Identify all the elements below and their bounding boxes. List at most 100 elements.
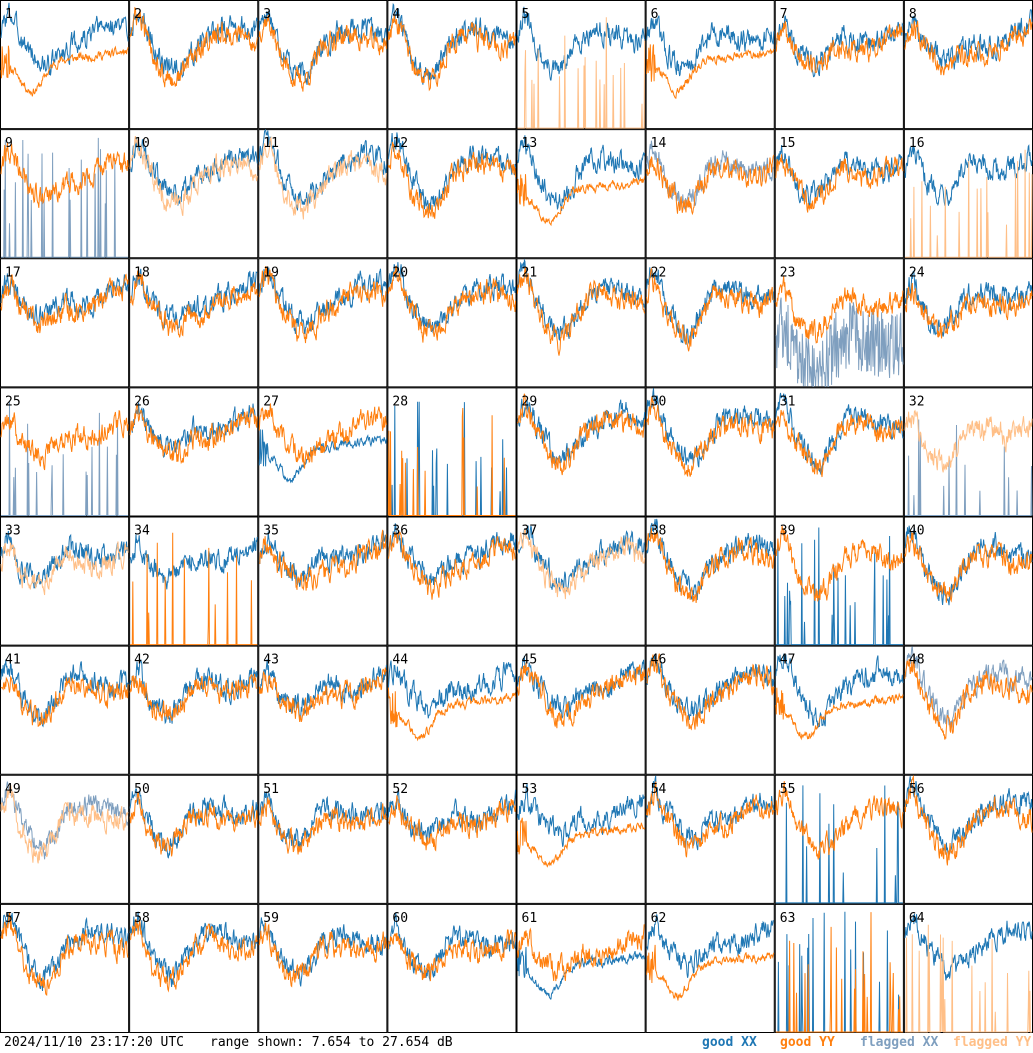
panel-12: 12: [387, 129, 517, 259]
panel-31: 31: [774, 387, 904, 517]
series-xx-58: [129, 911, 258, 988]
panel-label-3: 3: [263, 7, 271, 22]
series-yy-45: [517, 662, 646, 729]
panel-62: 62: [645, 903, 775, 1033]
panel-label-14: 14: [651, 136, 667, 151]
panel-1: 1: [0, 0, 130, 130]
panel-label-23: 23: [780, 265, 796, 280]
panel-10: 10: [129, 129, 259, 259]
panel-label-29: 29: [522, 394, 538, 409]
panel-frame-45: [516, 645, 646, 775]
panel-26: 26: [129, 387, 259, 517]
series-yy-23: [775, 275, 904, 344]
series-yy-14: [646, 154, 775, 216]
panel-8: 8: [903, 0, 1033, 130]
series-yy-18: [129, 270, 258, 338]
panel-label-20: 20: [392, 265, 408, 280]
series-yy-31: [775, 409, 904, 478]
panel-label-47: 47: [780, 653, 796, 668]
panel-39: 39: [774, 516, 904, 646]
series-yy-59: [258, 922, 387, 988]
panel-label-5: 5: [522, 7, 530, 22]
panel-frame-17: [0, 258, 130, 388]
panel-label-16: 16: [909, 136, 925, 151]
series-xx-53: [517, 783, 645, 847]
panel-label-54: 54: [651, 782, 667, 797]
panel-frame-19: [258, 258, 388, 388]
series-yy-16: [904, 149, 1033, 258]
series-yy-55: [775, 781, 904, 860]
series-yy-30: [646, 396, 775, 477]
panel-label-42: 42: [134, 653, 150, 668]
panel-label-34: 34: [134, 524, 150, 539]
panel-label-53: 53: [522, 782, 538, 797]
panel-37: 37: [516, 516, 646, 646]
series-xx-10: [129, 137, 258, 206]
panel-63: 63: [774, 903, 904, 1033]
series-yy-57: [0, 912, 129, 996]
panel-4: 4: [387, 0, 517, 130]
panel-label-17: 17: [5, 265, 21, 280]
panel-46: 46: [645, 645, 775, 775]
panel-label-46: 46: [651, 653, 667, 668]
panel-label-45: 45: [522, 653, 538, 668]
panel-27: 27: [258, 387, 388, 517]
series-yy-44: [387, 687, 516, 742]
panel-label-58: 58: [134, 911, 150, 926]
panel-label-48: 48: [909, 653, 925, 668]
panel-label-32: 32: [909, 394, 925, 409]
panel-61: 61: [516, 903, 646, 1033]
panel-7: 7: [774, 0, 904, 130]
series-xx-8: [904, 8, 1033, 70]
panel-label-18: 18: [134, 265, 150, 280]
panel-13: 13: [516, 129, 646, 259]
range-shown: range shown: 7.654 to 27.654 dB: [210, 1035, 453, 1050]
panel-43: 43: [258, 645, 388, 775]
panel-frame-30: [645, 387, 775, 517]
panel-frame-35: [258, 516, 388, 646]
panel-55: 55: [774, 774, 904, 904]
panel-label-62: 62: [651, 911, 667, 926]
series-yy-4: [387, 14, 516, 92]
panel-label-6: 6: [651, 7, 659, 22]
panel-11: 11: [258, 128, 388, 259]
panel-frame-13: [516, 129, 646, 259]
panel-label-33: 33: [5, 524, 21, 539]
panel-label-13: 13: [522, 136, 538, 151]
series-xx-7: [775, 15, 904, 78]
series-yy-21: [517, 267, 646, 356]
series-yy-11: [258, 136, 387, 220]
panel-label-28: 28: [392, 394, 408, 409]
series-yy-22: [646, 268, 774, 352]
panel-frame-52: [387, 774, 517, 904]
series-xx-6: [646, 15, 775, 77]
series-yy-61: [517, 924, 645, 982]
series-yy-32: [904, 409, 1033, 473]
panel-64: 64: [903, 903, 1033, 1033]
panel-frame-39: [774, 516, 904, 646]
series-yy-39: [775, 526, 904, 602]
panel-40: 40: [903, 516, 1033, 646]
panel-18: 18: [129, 258, 259, 388]
series-xx-29: [517, 398, 646, 466]
panel-frame-62: [645, 903, 775, 1033]
panel-label-4: 4: [392, 7, 400, 22]
series-yy-56: [904, 774, 1033, 866]
panel-label-15: 15: [780, 136, 796, 151]
series-xx-25: [1, 400, 129, 516]
series-xx-43: [258, 659, 387, 719]
panel-label-40: 40: [909, 524, 925, 539]
series-yy-19: [258, 266, 387, 344]
panel-frame-59: [258, 903, 388, 1033]
panel-label-9: 9: [5, 136, 13, 151]
panel-frame-11: [258, 129, 388, 259]
panel-label-2: 2: [134, 7, 142, 22]
timestamp: 2024/11/10 23:17:20 UTC: [4, 1035, 185, 1050]
panel-42: 42: [129, 645, 259, 775]
panel-frame-3: [258, 0, 388, 130]
panel-frame-4: [387, 0, 517, 130]
panel-49: 49: [0, 774, 130, 904]
footer-bar: 2024/11/10 23:17:20 UTC range shown: 7.6…: [0, 1033, 1033, 1053]
panel-frame-7: [774, 0, 904, 130]
panel-frame-24: [903, 258, 1033, 388]
